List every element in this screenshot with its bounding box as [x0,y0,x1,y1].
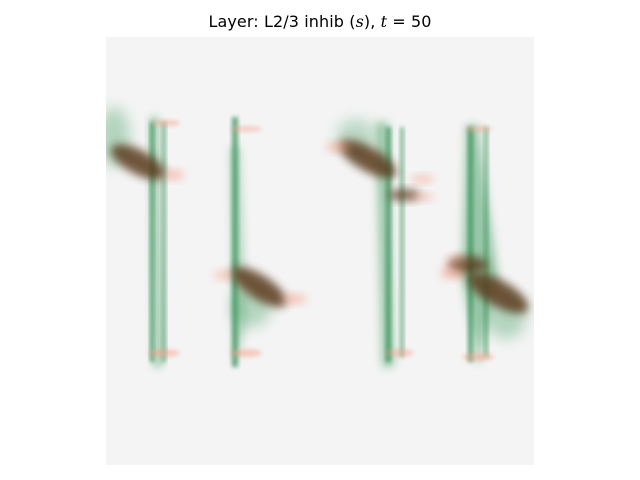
activity-heatmap-svg [106,107,529,367]
title-time-value: = 50 [387,12,432,31]
stripe-column-3 [326,119,434,367]
stripe-column-1 [106,107,184,367]
title-prefix: Layer: L2/3 inhib ( [208,12,356,31]
title-time-variable: t [380,12,388,31]
title-variable-s: s [355,12,364,31]
stripe-column-2 [214,117,306,367]
stripe-column-4 [440,125,529,367]
figure-title: Layer: L2/3 inhib (s), t = 50 [0,12,640,31]
activity-image [106,37,534,465]
title-mid: ), [363,12,381,31]
